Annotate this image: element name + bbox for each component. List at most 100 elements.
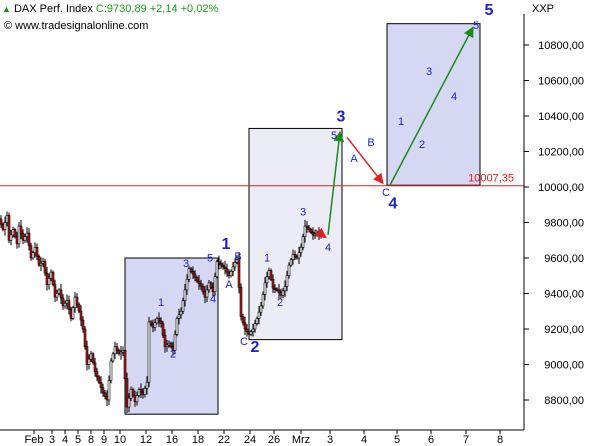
candle-body bbox=[155, 318, 159, 324]
wave-label: 3 bbox=[337, 108, 346, 125]
candle-body bbox=[201, 286, 205, 293]
candle-body bbox=[147, 321, 151, 383]
x-tick-label: 5 bbox=[75, 434, 81, 446]
projection-arrows bbox=[314, 26, 474, 239]
y-tick-label: 10200,00 bbox=[538, 147, 584, 159]
candle-body bbox=[37, 255, 41, 266]
candle-body bbox=[205, 289, 209, 298]
candle-body bbox=[257, 311, 261, 319]
candle-body bbox=[287, 264, 291, 277]
candle-body bbox=[65, 300, 69, 304]
wave-label: 2 bbox=[277, 297, 283, 309]
candle-body bbox=[229, 271, 233, 277]
candle-body bbox=[215, 261, 219, 277]
candle-body bbox=[13, 229, 17, 238]
x-tick-label: 8 bbox=[497, 434, 503, 446]
candle-body bbox=[237, 257, 241, 288]
wave-label: 5 bbox=[331, 130, 337, 142]
wave-boxes bbox=[124, 23, 481, 415]
candle-body bbox=[165, 344, 169, 348]
x-tick-label: 18 bbox=[192, 434, 204, 446]
candle-body bbox=[167, 342, 171, 346]
candle-body bbox=[131, 389, 135, 396]
candle-body bbox=[79, 310, 83, 321]
wave-label: C bbox=[240, 336, 248, 348]
candle-body bbox=[285, 275, 289, 287]
candle-body bbox=[109, 360, 113, 381]
y-tick-label: 9800,00 bbox=[544, 218, 584, 230]
candle-body bbox=[111, 353, 115, 362]
wave-label: 4 bbox=[451, 91, 457, 103]
x-tick-label: 9 bbox=[101, 434, 107, 446]
candle-body bbox=[123, 349, 127, 379]
candle-body bbox=[55, 293, 59, 298]
candle-body bbox=[143, 388, 147, 395]
candle-body bbox=[75, 296, 79, 305]
wave-label: B bbox=[367, 137, 374, 149]
candle-body bbox=[137, 389, 141, 396]
candle-body bbox=[191, 271, 195, 275]
candle-body bbox=[299, 247, 303, 253]
candle-body bbox=[271, 278, 275, 289]
candle-body bbox=[233, 262, 237, 268]
candle-body bbox=[17, 225, 21, 245]
candle-body bbox=[277, 289, 281, 293]
candle-body bbox=[289, 259, 293, 266]
candle-body bbox=[97, 376, 101, 383]
candle-body bbox=[0, 218, 3, 225]
candle-body bbox=[247, 331, 251, 335]
projection-arrow-3 bbox=[346, 136, 384, 185]
candle-body bbox=[5, 215, 9, 223]
candle-body bbox=[121, 349, 125, 353]
candle-body bbox=[301, 236, 305, 248]
wave-label: 2 bbox=[251, 339, 260, 356]
candle-body bbox=[221, 264, 225, 268]
chart-header: ▲ DAX Perf. Index C:9730,89 +2,14 +0,02% bbox=[2, 3, 218, 15]
candle-body bbox=[307, 227, 311, 230]
candle-body bbox=[243, 322, 247, 330]
x-tick-label: 6 bbox=[428, 434, 434, 446]
resistance-line: 10007,35 bbox=[0, 173, 524, 187]
candle-body bbox=[151, 324, 155, 328]
x-tick-label: 4 bbox=[62, 434, 68, 446]
y-tick-label: 9400,00 bbox=[544, 289, 584, 301]
wave-label: 5 bbox=[485, 2, 494, 19]
wave-box-3 bbox=[386, 23, 481, 186]
candle-body bbox=[253, 323, 257, 330]
candle-body bbox=[283, 286, 287, 292]
candle-body bbox=[35, 247, 39, 257]
candle-body bbox=[29, 245, 33, 259]
wave-label: 4 bbox=[325, 242, 331, 254]
candle-body bbox=[173, 334, 177, 351]
candle-body bbox=[309, 229, 313, 233]
wave-label: 2 bbox=[170, 348, 176, 360]
candle-body bbox=[71, 307, 75, 319]
candle-body bbox=[169, 342, 173, 348]
candle-body bbox=[153, 322, 157, 328]
candle-body bbox=[61, 297, 65, 307]
candle-body bbox=[31, 252, 35, 259]
candle-body bbox=[185, 278, 189, 291]
candle-body bbox=[265, 276, 269, 284]
candle-body bbox=[223, 266, 227, 269]
wave-label: 4 bbox=[210, 293, 216, 305]
candle-body bbox=[291, 254, 295, 261]
wave-label: A bbox=[225, 279, 233, 291]
candle-body bbox=[119, 351, 123, 355]
candle-body bbox=[125, 378, 129, 408]
instrument-name: DAX Perf. Index bbox=[13, 3, 93, 15]
candle-body bbox=[47, 278, 51, 285]
candle-body bbox=[27, 232, 31, 246]
x-tick-label: 16 bbox=[166, 434, 178, 446]
candle-body bbox=[63, 302, 67, 307]
candle-body bbox=[311, 231, 315, 236]
candle-body bbox=[281, 290, 285, 296]
candle-body bbox=[195, 277, 199, 282]
candle-body bbox=[177, 314, 181, 319]
price-series bbox=[0, 211, 323, 414]
candle-body bbox=[305, 225, 309, 229]
wave-label: 5 bbox=[473, 20, 479, 32]
candle-body bbox=[197, 280, 201, 285]
x-axis: Feb 3 4 5 8 9 10 12 16 18 22 24 26 Mrz 3 4 5 6 7 8 bbox=[25, 430, 503, 446]
